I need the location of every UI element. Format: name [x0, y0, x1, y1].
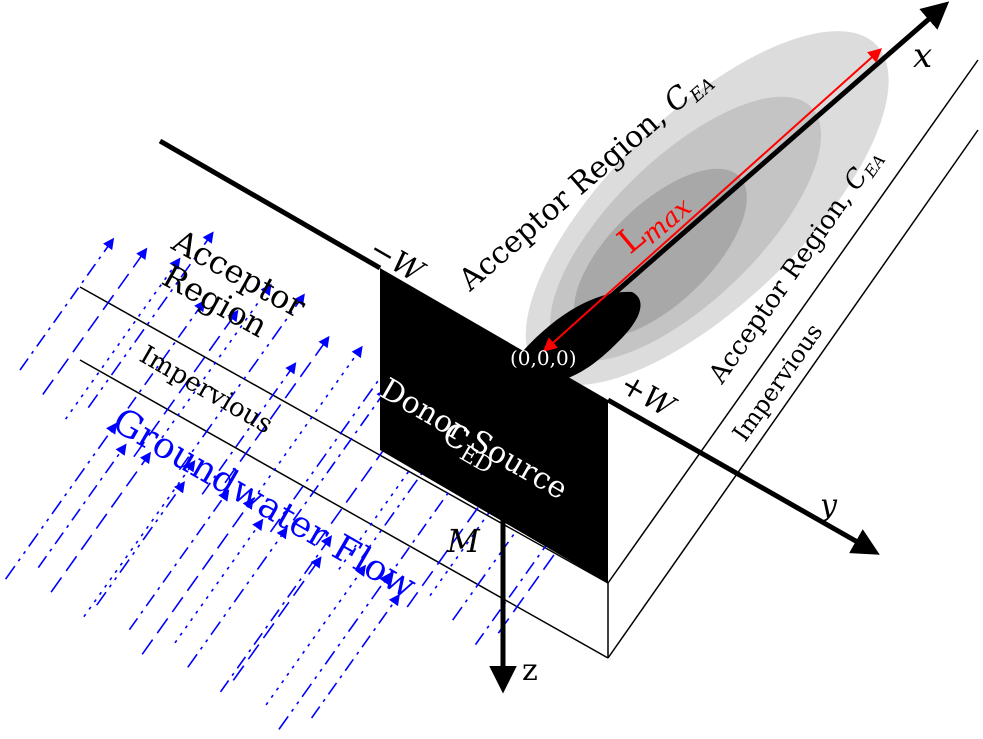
- flow-arrow: [232, 556, 322, 681]
- flow-arrow: [474, 512, 570, 646]
- donor-source-block: [380, 268, 608, 583]
- flow-arrow: [219, 535, 332, 693]
- x-axis-label: x: [913, 36, 932, 76]
- flow-arrow: [96, 481, 185, 606]
- flow-arrow: [310, 593, 400, 719]
- flow-arrow: [64, 257, 181, 420]
- flow-arrow: [187, 526, 288, 668]
- flow-arrow: [37, 443, 127, 569]
- w-axis-line: [158, 138, 382, 271]
- flow-arrow: [156, 283, 272, 446]
- flow-arrow: [141, 497, 254, 655]
- flow-arrow: [224, 335, 330, 484]
- flow-arrow: [278, 572, 391, 730]
- l-max-arrow: [542, 48, 883, 352]
- flow-arrow: [83, 459, 196, 618]
- flow-arrow: [383, 450, 479, 583]
- flow-arrow: [133, 309, 239, 458]
- flow-arrow: [292, 388, 388, 521]
- flow-arrow: [110, 299, 206, 433]
- z-axis-label: z: [522, 653, 538, 688]
- flow-arrow: [19, 237, 115, 371]
- flow-arrow: [201, 362, 297, 495]
- flow-arrow: [128, 489, 230, 631]
- flow-arrow: [4, 422, 118, 580]
- origin-label: (0,0,0): [510, 346, 577, 370]
- flow-arrow: [247, 345, 363, 508]
- y-axis: [606, 397, 880, 555]
- flow-arrow: [497, 486, 603, 634]
- flow-arrow: [50, 451, 151, 593]
- flow-arrow: [406, 460, 512, 608]
- flow-arrow: [315, 397, 421, 546]
- flow-arrow: [265, 564, 366, 706]
- m-label: M: [446, 522, 481, 560]
- y-axis-label: y: [818, 488, 838, 523]
- flow-arrow: [42, 247, 148, 395]
